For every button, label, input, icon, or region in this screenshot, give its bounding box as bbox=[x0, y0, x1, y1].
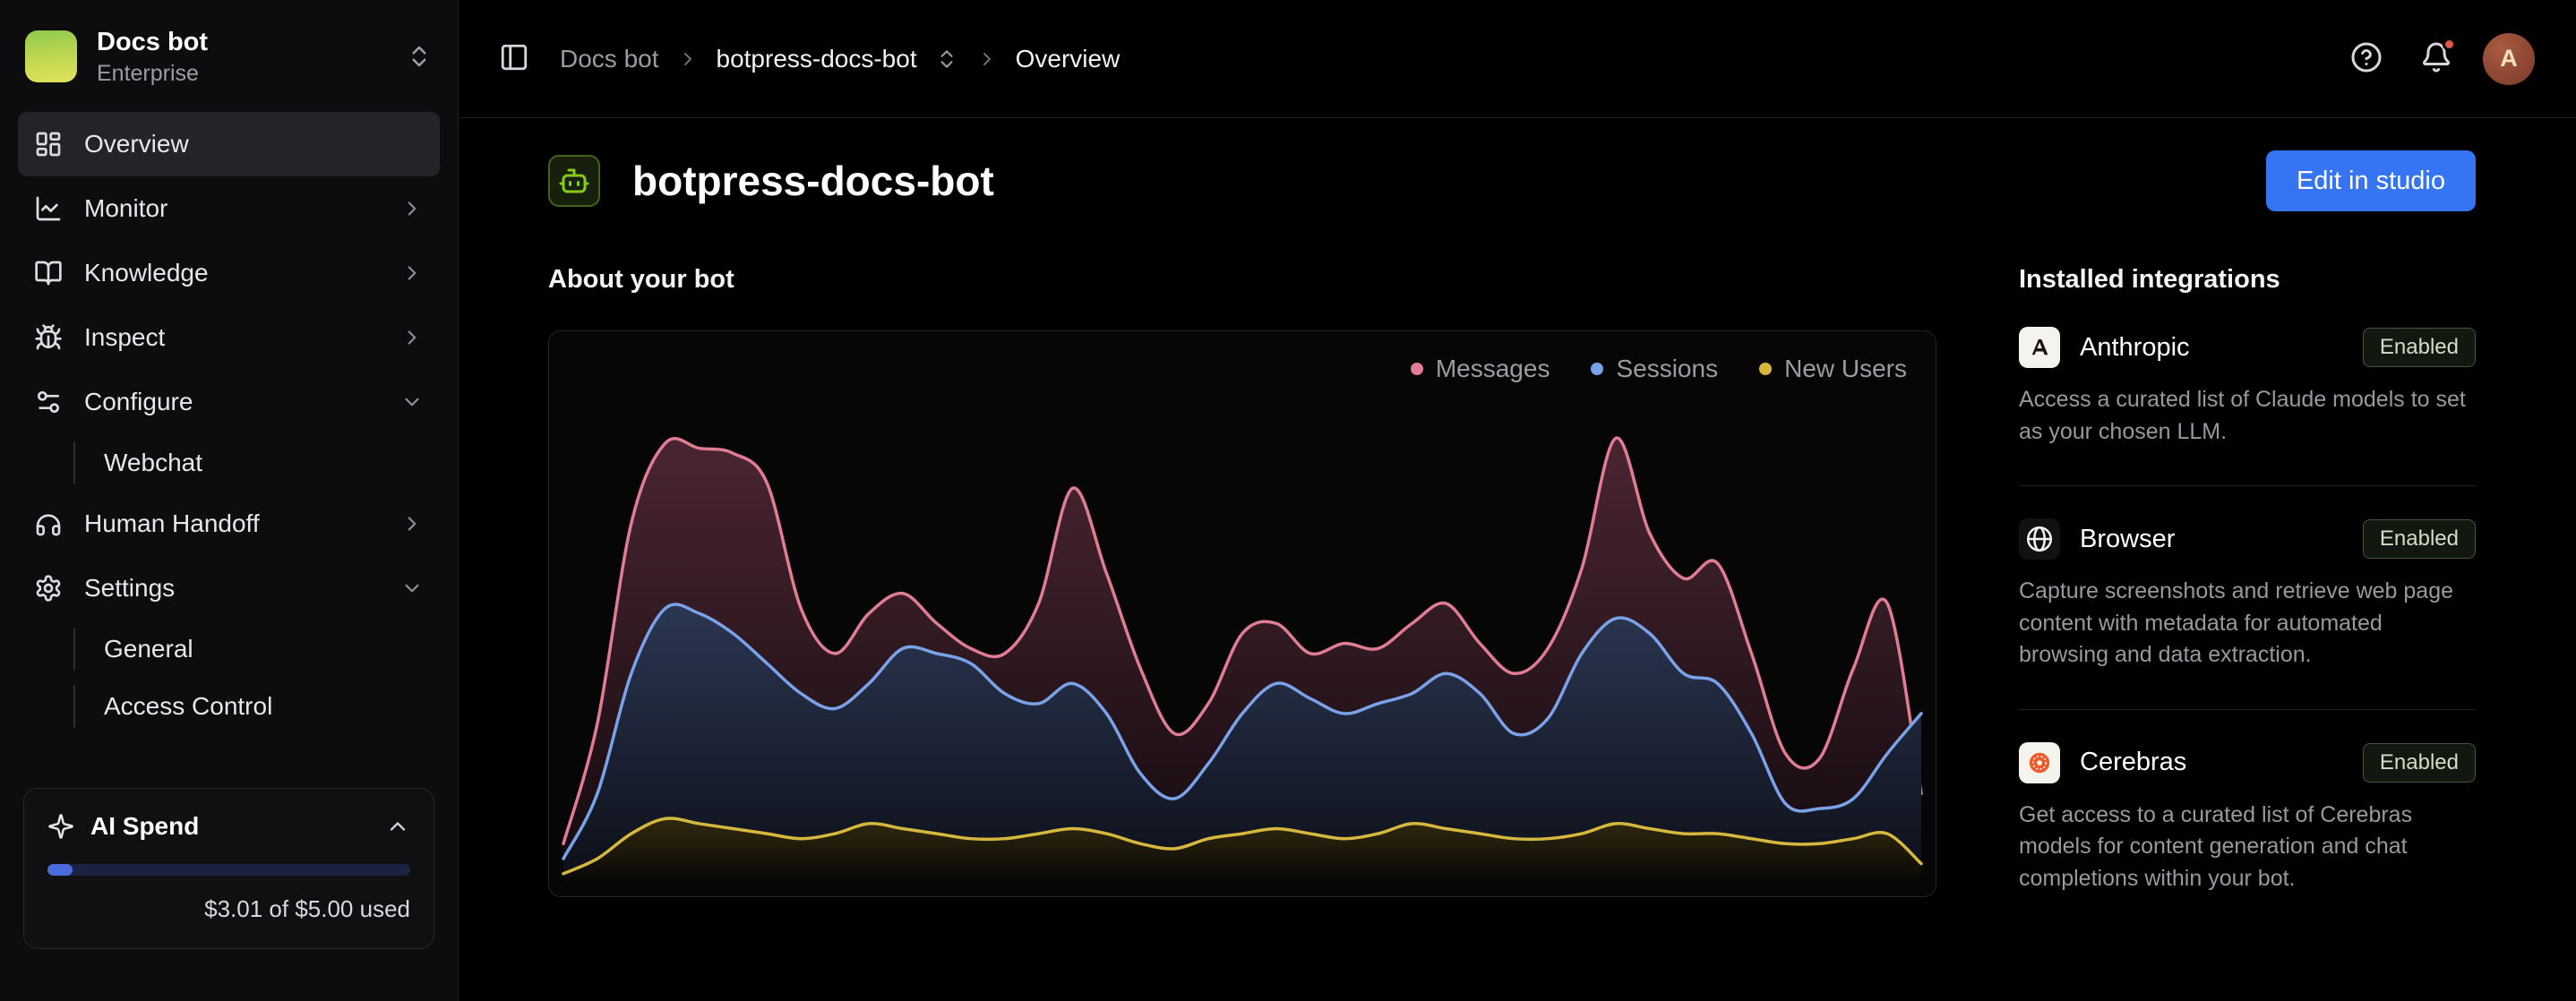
sidebar-item-webchat[interactable]: Webchat bbox=[18, 434, 440, 492]
chevron-down-icon bbox=[400, 390, 424, 414]
ai-spend-card: AI Spend $3.01 of $5.00 used bbox=[23, 788, 434, 949]
sliders-icon bbox=[34, 388, 63, 416]
ai-spend-progress-fill bbox=[47, 864, 73, 876]
page-header: botpress-docs-bot Edit in studio bbox=[548, 150, 2476, 211]
sidebar-item-human-handoff[interactable]: Human Handoff bbox=[18, 492, 440, 556]
sidebar-nav: Overview Monitor Knowledge Inspect bbox=[0, 108, 458, 739]
panel-left-icon bbox=[499, 42, 529, 75]
workspace-plan: Enterprise bbox=[97, 60, 199, 86]
chevron-up-icon[interactable] bbox=[385, 814, 410, 839]
chevron-right-icon bbox=[400, 197, 424, 220]
sidebar-item-access-control[interactable]: Access Control bbox=[18, 678, 440, 735]
breadcrumb-workspace[interactable]: Docs bot bbox=[560, 44, 659, 73]
sidebar-item-label: Settings bbox=[84, 573, 176, 602]
workspace-name: Docs bot bbox=[97, 28, 209, 56]
book-open-icon bbox=[34, 259, 63, 287]
integration-item-browser[interactable]: Browser Enabled Capture screenshots and … bbox=[2019, 485, 2476, 709]
chevron-right-icon bbox=[400, 512, 424, 535]
sidebar-item-inspect[interactable]: Inspect bbox=[18, 305, 440, 370]
sidebar-item-configure[interactable]: Configure bbox=[18, 370, 440, 434]
chart-legend: Messages Sessions New Users bbox=[1410, 355, 1907, 383]
sessions-dot-icon bbox=[1591, 363, 1604, 375]
ai-spend-title: AI Spend bbox=[90, 812, 200, 840]
page-title: botpress-docs-bot bbox=[632, 158, 994, 204]
notification-dot bbox=[2443, 38, 2456, 51]
integration-item-anthropic[interactable]: Anthropic Enabled Access a curated list … bbox=[2019, 295, 2476, 485]
integration-description: Capture screenshots and retrieve web pag… bbox=[2019, 578, 2454, 667]
sidebar-subitem-label: Webchat bbox=[104, 448, 202, 476]
sparkles-icon bbox=[47, 813, 74, 840]
edit-in-studio-button[interactable]: Edit in studio bbox=[2265, 150, 2476, 211]
sidebar-item-settings[interactable]: Settings bbox=[18, 556, 440, 620]
sidebar-item-monitor[interactable]: Monitor bbox=[18, 176, 440, 241]
dashboard-icon bbox=[34, 130, 63, 158]
chevrons-up-down-icon[interactable] bbox=[935, 47, 958, 71]
sidebar-subitem-label: Access Control bbox=[104, 691, 273, 720]
sidebar-item-label: Monitor bbox=[84, 193, 168, 222]
workspace-logo bbox=[25, 30, 77, 83]
legend-item-messages: Messages bbox=[1410, 355, 1550, 383]
integrations-heading: Installed integrations bbox=[2019, 265, 2280, 294]
chevrons-up-down-icon bbox=[406, 43, 433, 70]
breadcrumb-page[interactable]: Overview bbox=[1015, 44, 1121, 73]
workspace-switcher[interactable]: Docs bot Enterprise bbox=[0, 0, 458, 108]
legend-item-new-users: New Users bbox=[1759, 355, 1907, 383]
notifications-button[interactable] bbox=[2413, 34, 2460, 83]
bug-icon bbox=[34, 323, 63, 352]
bot-icon bbox=[548, 155, 600, 207]
status-badge: Enabled bbox=[2362, 742, 2476, 783]
integration-name: Cerebras bbox=[2080, 748, 2187, 776]
integration-description: Access a curated list of Claude models t… bbox=[2019, 387, 2466, 444]
sidebar-item-general[interactable]: General bbox=[18, 620, 440, 678]
ai-spend-progress-track bbox=[47, 864, 410, 876]
gear-icon bbox=[34, 574, 63, 603]
bell-icon bbox=[2420, 41, 2452, 76]
sidebar-subitem-label: General bbox=[104, 634, 193, 663]
status-badge: Enabled bbox=[2362, 519, 2476, 559]
sidebar-item-overview[interactable]: Overview bbox=[18, 111, 440, 176]
help-circle-icon bbox=[2350, 41, 2383, 76]
bot-usage-chart bbox=[562, 436, 1923, 884]
integration-description: Get access to a curated list of Cerebras… bbox=[2019, 801, 2413, 891]
legend-label: Messages bbox=[1435, 355, 1550, 382]
cerebras-logo-icon bbox=[2019, 741, 2060, 783]
breadcrumb: Docs bot botpress-docs-bot Overview bbox=[560, 45, 1120, 73]
about-section: About your bot Messages Sessions bbox=[548, 265, 1936, 932]
legend-label: Sessions bbox=[1616, 355, 1719, 382]
chart-line-icon bbox=[34, 194, 63, 223]
legend-item-sessions: Sessions bbox=[1591, 355, 1718, 383]
sidebar: Docs bot Enterprise Overview Monitor bbox=[0, 0, 459, 1001]
sidebar-item-label: Overview bbox=[84, 129, 189, 158]
about-heading: About your bot bbox=[548, 265, 734, 294]
globe-icon bbox=[2019, 518, 2060, 560]
new-users-dot-icon bbox=[1759, 363, 1773, 375]
messages-dot-icon bbox=[1410, 363, 1423, 375]
sidebar-item-label: Inspect bbox=[84, 322, 166, 351]
bot-usage-chart-card: Messages Sessions New Users bbox=[548, 330, 1936, 897]
sidebar-item-label: Knowledge bbox=[84, 258, 209, 287]
sidebar-item-label: Configure bbox=[84, 387, 193, 415]
chevron-right-icon bbox=[400, 326, 424, 349]
chevron-right-icon bbox=[677, 48, 699, 70]
status-badge: Enabled bbox=[2362, 328, 2476, 367]
chevron-right-icon bbox=[976, 48, 998, 70]
avatar[interactable]: A bbox=[2483, 32, 2535, 85]
headphones-icon bbox=[34, 509, 63, 538]
integration-name: Anthropic bbox=[2080, 332, 2190, 362]
sidebar-item-knowledge[interactable]: Knowledge bbox=[18, 241, 440, 305]
legend-label: New Users bbox=[1784, 355, 1907, 382]
main-area: Docs bot botpress-docs-bot Overview bbox=[459, 0, 2576, 1001]
chevron-down-icon bbox=[400, 577, 424, 600]
help-button[interactable] bbox=[2343, 34, 2390, 83]
ai-spend-usage-text: $3.01 of $5.00 used bbox=[204, 895, 410, 922]
integration-item-cerebras[interactable]: Cerebras Enabled Get access to a curated… bbox=[2019, 708, 2476, 933]
topbar: Docs bot botpress-docs-bot Overview bbox=[459, 0, 2576, 118]
integration-name: Browser bbox=[2080, 524, 2176, 553]
anthropic-logo-icon bbox=[2019, 327, 2060, 368]
sidebar-toggle-button[interactable] bbox=[492, 35, 537, 82]
sidebar-item-label: Human Handoff bbox=[84, 509, 260, 537]
chevron-right-icon bbox=[400, 261, 424, 285]
integrations-section: Installed integrations Anthropic Enabled… bbox=[2019, 265, 2476, 932]
breadcrumb-bot[interactable]: botpress-docs-bot bbox=[716, 44, 917, 73]
